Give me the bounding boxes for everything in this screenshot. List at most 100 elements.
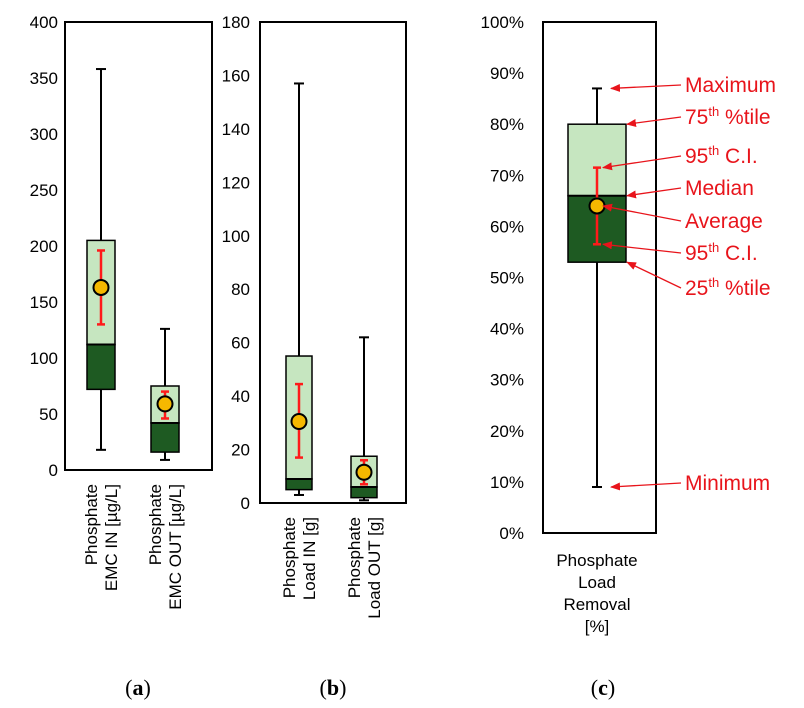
box-lower-quartile [285, 478, 313, 491]
annotation-arrow [602, 203, 682, 222]
annotation-label-max: Maximum [685, 74, 776, 97]
annotation-rest: %tile [719, 277, 770, 300]
category-label-line: [%] [585, 617, 610, 636]
category-label-line: Load OUT [g] [365, 517, 384, 619]
y-tick-label: 80% [490, 115, 524, 134]
annotation-arrow [602, 155, 682, 171]
annotation-arrow [610, 482, 682, 491]
paren-open: ( [125, 675, 132, 700]
y-tick-label: 0 [49, 461, 58, 480]
plot-frame [64, 21, 213, 471]
mean-marker [156, 395, 174, 413]
panel-letter: c [598, 675, 608, 700]
y-tick-label: 10% [490, 473, 524, 492]
annotation-label-ci_low: 95th C.I. [685, 240, 758, 265]
category-label-line: Removal [563, 595, 630, 614]
annotation-rest: %tile [719, 106, 770, 129]
y-tick-label: 0% [499, 524, 524, 543]
annotation-arrow [626, 261, 682, 289]
box-lower-quartile [86, 343, 116, 391]
box-lower-quartile [150, 422, 180, 453]
annotation-arrow [626, 116, 682, 127]
panel-labels: (a) (b) (c) [125, 675, 615, 700]
y-tick-label: 60% [490, 217, 524, 236]
panel-c: 0% 10% 20% 30% 40% 50% 60% 70% 80% 90% 100% Phospha… [481, 13, 777, 636]
y-tick-label: 0 [241, 494, 250, 513]
y-tick-label: 180 [222, 13, 250, 32]
category-label: PhosphateEMC IN [µg/L] [82, 484, 121, 591]
category-label-line: Load [578, 573, 616, 592]
panel-letter: a [133, 675, 144, 700]
panel-label-a: (a) [125, 675, 151, 700]
annotation-sup: th [708, 104, 719, 119]
annotation-rest: C.I. [719, 242, 758, 265]
y-tick-label: 350 [30, 69, 58, 88]
annotation-label-min: Minimum [685, 472, 770, 495]
panel-letter: b [327, 675, 339, 700]
annotation-text: Median [685, 177, 754, 200]
plot-frame [542, 21, 657, 534]
category-label: PhosphateLoad IN [g] [280, 517, 319, 600]
annotation-text: 95 [685, 145, 708, 168]
y-tick-label: 120 [222, 173, 250, 192]
y-tick-label: 70% [490, 166, 524, 185]
panel-label-b: (b) [320, 675, 347, 700]
box-lower-quartile [350, 486, 378, 499]
category-label-line: Phosphate [556, 551, 637, 570]
paren-close: ) [339, 675, 346, 700]
category-label-line: Phosphate [82, 484, 101, 565]
category-label-line: EMC OUT [µg/L] [166, 484, 185, 610]
y-tick-label: 100% [481, 13, 524, 32]
annotation-sup: th [708, 240, 719, 255]
annotation-arrow [610, 83, 682, 92]
category-label-line: Load IN [g] [300, 517, 319, 600]
category-label-line: Phosphate [345, 517, 364, 598]
y-tick-label: 150 [30, 293, 58, 312]
category-label-line: Phosphate [146, 484, 165, 565]
y-tick-label: 50 [39, 405, 58, 424]
category-label-line: EMC IN [µg/L] [102, 484, 121, 591]
category-label: Phosphate Load Removal [%] [556, 551, 637, 636]
annotation-label-mean: Average [685, 210, 763, 233]
y-tick-label: 90% [490, 64, 524, 83]
paren-open: ( [591, 675, 598, 700]
y-tick-label: 300 [30, 125, 58, 144]
annotation-arrow [626, 187, 682, 199]
y-tick-label: 20 [231, 441, 250, 460]
mean-marker [290, 412, 308, 430]
annotation-text: Average [685, 210, 763, 233]
y-tick-label: 30% [490, 371, 524, 390]
annotation-text: Maximum [685, 74, 776, 97]
paren-close: ) [608, 675, 615, 700]
y-tick-label: 20% [490, 422, 524, 441]
y-tick-label: 100 [30, 349, 58, 368]
annotation-text: 75 [685, 106, 708, 129]
annotation-text: 25 [685, 277, 708, 300]
annotation-sup: th [708, 143, 719, 158]
annotation-rest: C.I. [719, 145, 758, 168]
mean-marker [92, 278, 110, 296]
y-tick-label: 40% [490, 320, 524, 339]
annotation-text: Minimum [685, 472, 770, 495]
y-tick-label: 100 [222, 227, 250, 246]
paren-close: ) [144, 675, 151, 700]
mean-marker [588, 197, 606, 215]
panel-label-c: (c) [591, 675, 615, 700]
annotation-label-median: Median [685, 177, 754, 200]
annotation-label-q1: 25th %tile [685, 275, 771, 300]
annotation-arrow [602, 241, 682, 254]
annotation-sup: th [708, 275, 719, 290]
y-tick-label: 80 [231, 280, 250, 299]
category-label-line: Phosphate [280, 517, 299, 598]
y-tick-label: 250 [30, 181, 58, 200]
annotation-label-q3: 75th %tile [685, 104, 771, 129]
mean-marker [355, 463, 373, 481]
y-tick-label: 200 [30, 237, 58, 256]
annotation-text: 95 [685, 242, 708, 265]
y-tick-label: 60 [231, 334, 250, 353]
plot-frame [259, 21, 407, 504]
y-tick-label: 50% [490, 269, 524, 288]
